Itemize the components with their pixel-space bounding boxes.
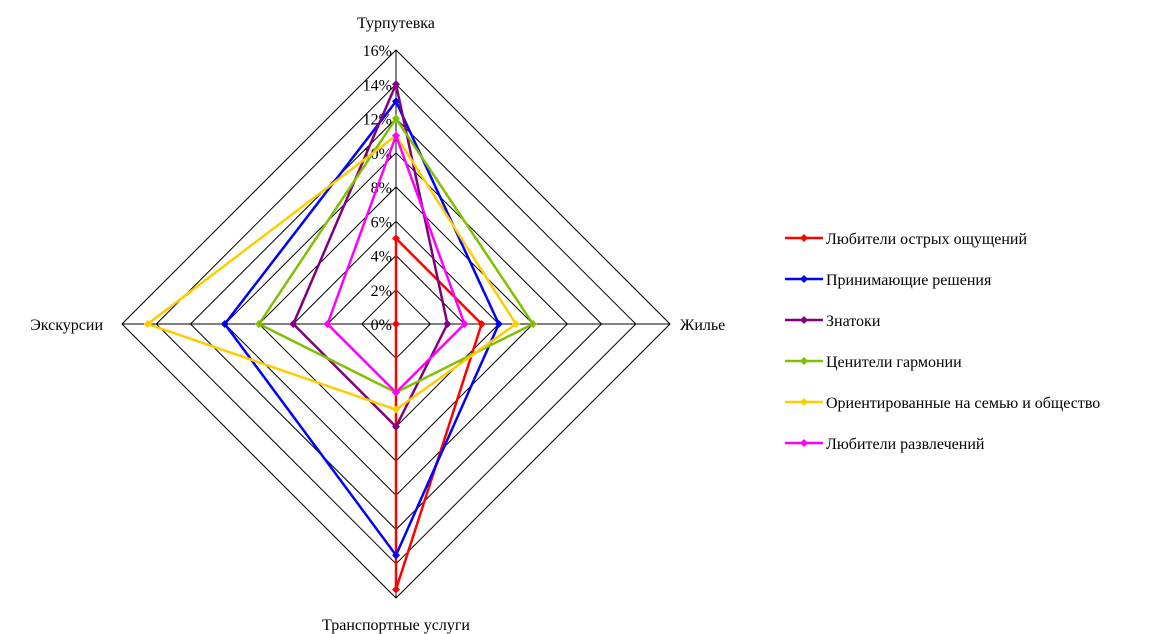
data-point — [477, 320, 486, 328]
series-2 — [289, 80, 452, 431]
axis-label: Турпутевка — [357, 15, 435, 32]
axis-labels: Турпутевка Жилье Транспортные услуги Экскур… — [30, 15, 725, 634]
data-point — [392, 551, 400, 560]
legend-label: Ценители гармонии — [826, 354, 962, 371]
data-point — [460, 320, 469, 328]
data-point — [220, 320, 229, 328]
data-point — [443, 320, 452, 328]
data-point — [392, 388, 400, 397]
tick-label: 6% — [371, 214, 392, 231]
legend: Любители острых ощущений Принимающие реше… — [785, 231, 1100, 453]
legend-item: Принимающие решения — [785, 272, 992, 289]
legend-swatch-marker — [800, 234, 808, 242]
data-point — [323, 320, 332, 328]
data-point — [392, 234, 400, 243]
legend-swatch-marker — [800, 357, 808, 365]
data-point — [392, 80, 400, 89]
data-point — [494, 320, 503, 328]
tick-label: 0% — [371, 317, 392, 334]
tick-label: 16% — [363, 43, 392, 60]
tick-label: 4% — [371, 249, 392, 266]
legend-swatch-marker — [800, 439, 808, 447]
legend-label: Знатоки — [826, 313, 881, 330]
data-point — [289, 320, 298, 328]
legend-swatch-marker — [800, 316, 808, 324]
axis-label: Жилье — [680, 317, 725, 334]
tick-label: 14% — [363, 77, 392, 94]
series-line — [145, 133, 518, 411]
axis-label: Экскурсии — [30, 317, 103, 334]
legend-item: Ценители гармонии — [785, 354, 962, 371]
data-point — [392, 131, 400, 140]
legend-item: Любители острых ощущений — [785, 231, 1027, 248]
legend-item: Ориентированные на семью и общество — [785, 395, 1100, 412]
data-point — [255, 320, 263, 328]
series-4 — [143, 131, 520, 414]
data-point — [392, 320, 400, 328]
data-point — [392, 585, 400, 594]
axis-label: Транспортные услуги — [322, 617, 470, 634]
data-point — [529, 320, 537, 328]
legend-label: Ориентированные на семью и общество — [826, 395, 1100, 412]
data-point — [392, 422, 400, 431]
legend-label: Принимающие решения — [826, 272, 992, 289]
legend-item: Любители развлечений — [785, 436, 985, 453]
tick-label: 2% — [371, 283, 392, 300]
series-5 — [323, 131, 469, 397]
legend-swatch-marker — [800, 398, 808, 406]
series — [143, 80, 537, 594]
data-point — [392, 114, 400, 123]
data-point — [511, 320, 520, 328]
legend-label: Любители развлечений — [826, 436, 985, 453]
legend-swatch-marker — [800, 275, 808, 283]
data-point — [392, 405, 400, 414]
data-point — [143, 320, 152, 328]
legend-item: Знатоки — [785, 313, 881, 330]
legend-label: Любители острых ощущений — [826, 231, 1027, 248]
